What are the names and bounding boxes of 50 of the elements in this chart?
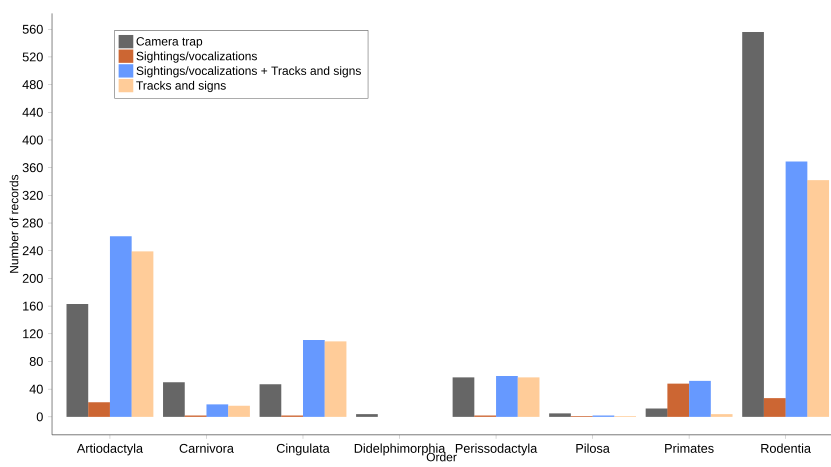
bar	[132, 251, 154, 417]
bar	[302, 340, 325, 417]
bar	[260, 384, 282, 417]
legend-label: Camera trap	[136, 37, 202, 48]
legend-label: Tracks and signs	[136, 80, 226, 92]
bar	[452, 377, 474, 417]
bar	[764, 398, 786, 417]
x-tick-label: Pilosa	[576, 444, 610, 453]
x-tick-label: Cingulata	[276, 444, 330, 456]
y-tick-label: 320	[22, 190, 43, 200]
y-tick-label: 40	[30, 384, 43, 394]
y-tick-label: 560	[22, 24, 43, 34]
x-tick-label: Primates	[665, 444, 714, 453]
y-axis-title: Number of records	[10, 174, 18, 273]
bar	[807, 180, 830, 417]
legend-label: Sightings/vocalizations	[136, 52, 257, 63]
bar	[518, 377, 540, 417]
x-tick-label: Carnivora	[180, 444, 234, 453]
bar	[549, 413, 571, 417]
y-tick-label: 120	[23, 329, 43, 338]
bar	[667, 384, 690, 417]
bar	[66, 304, 88, 417]
bar	[646, 408, 668, 417]
y-tick-label: 160	[23, 302, 43, 311]
y-tick-label: 280	[22, 218, 43, 228]
y-tick-label: 480	[22, 80, 43, 90]
bar	[206, 404, 228, 417]
bar	[324, 341, 346, 417]
bar	[110, 236, 132, 417]
bar	[163, 382, 185, 417]
y-tick-label: 520	[22, 52, 43, 62]
y-tick-label: 240	[22, 246, 43, 256]
y-tick-label: 400	[22, 136, 43, 145]
bar	[689, 380, 711, 417]
y-tick-label: 440	[22, 108, 43, 117]
y-tick-label: 80	[30, 357, 43, 366]
bar	[710, 414, 733, 417]
x-tick-label: Artiodactyla	[76, 444, 144, 456]
y-tick-label: 360	[22, 163, 43, 172]
bar	[356, 414, 378, 417]
bar	[228, 406, 250, 417]
x-tick-label: Rodentia	[761, 444, 811, 453]
y-tick-label: 200	[22, 274, 43, 283]
bar	[786, 162, 808, 417]
bar	[742, 32, 764, 417]
bar	[496, 376, 518, 417]
x-tick-label: Perissodactyla	[456, 444, 538, 456]
bar	[88, 402, 110, 417]
y-tick-label: 0	[36, 412, 43, 422]
legend-label: Sightings/vocalizations + Tracks and signs	[136, 66, 361, 78]
